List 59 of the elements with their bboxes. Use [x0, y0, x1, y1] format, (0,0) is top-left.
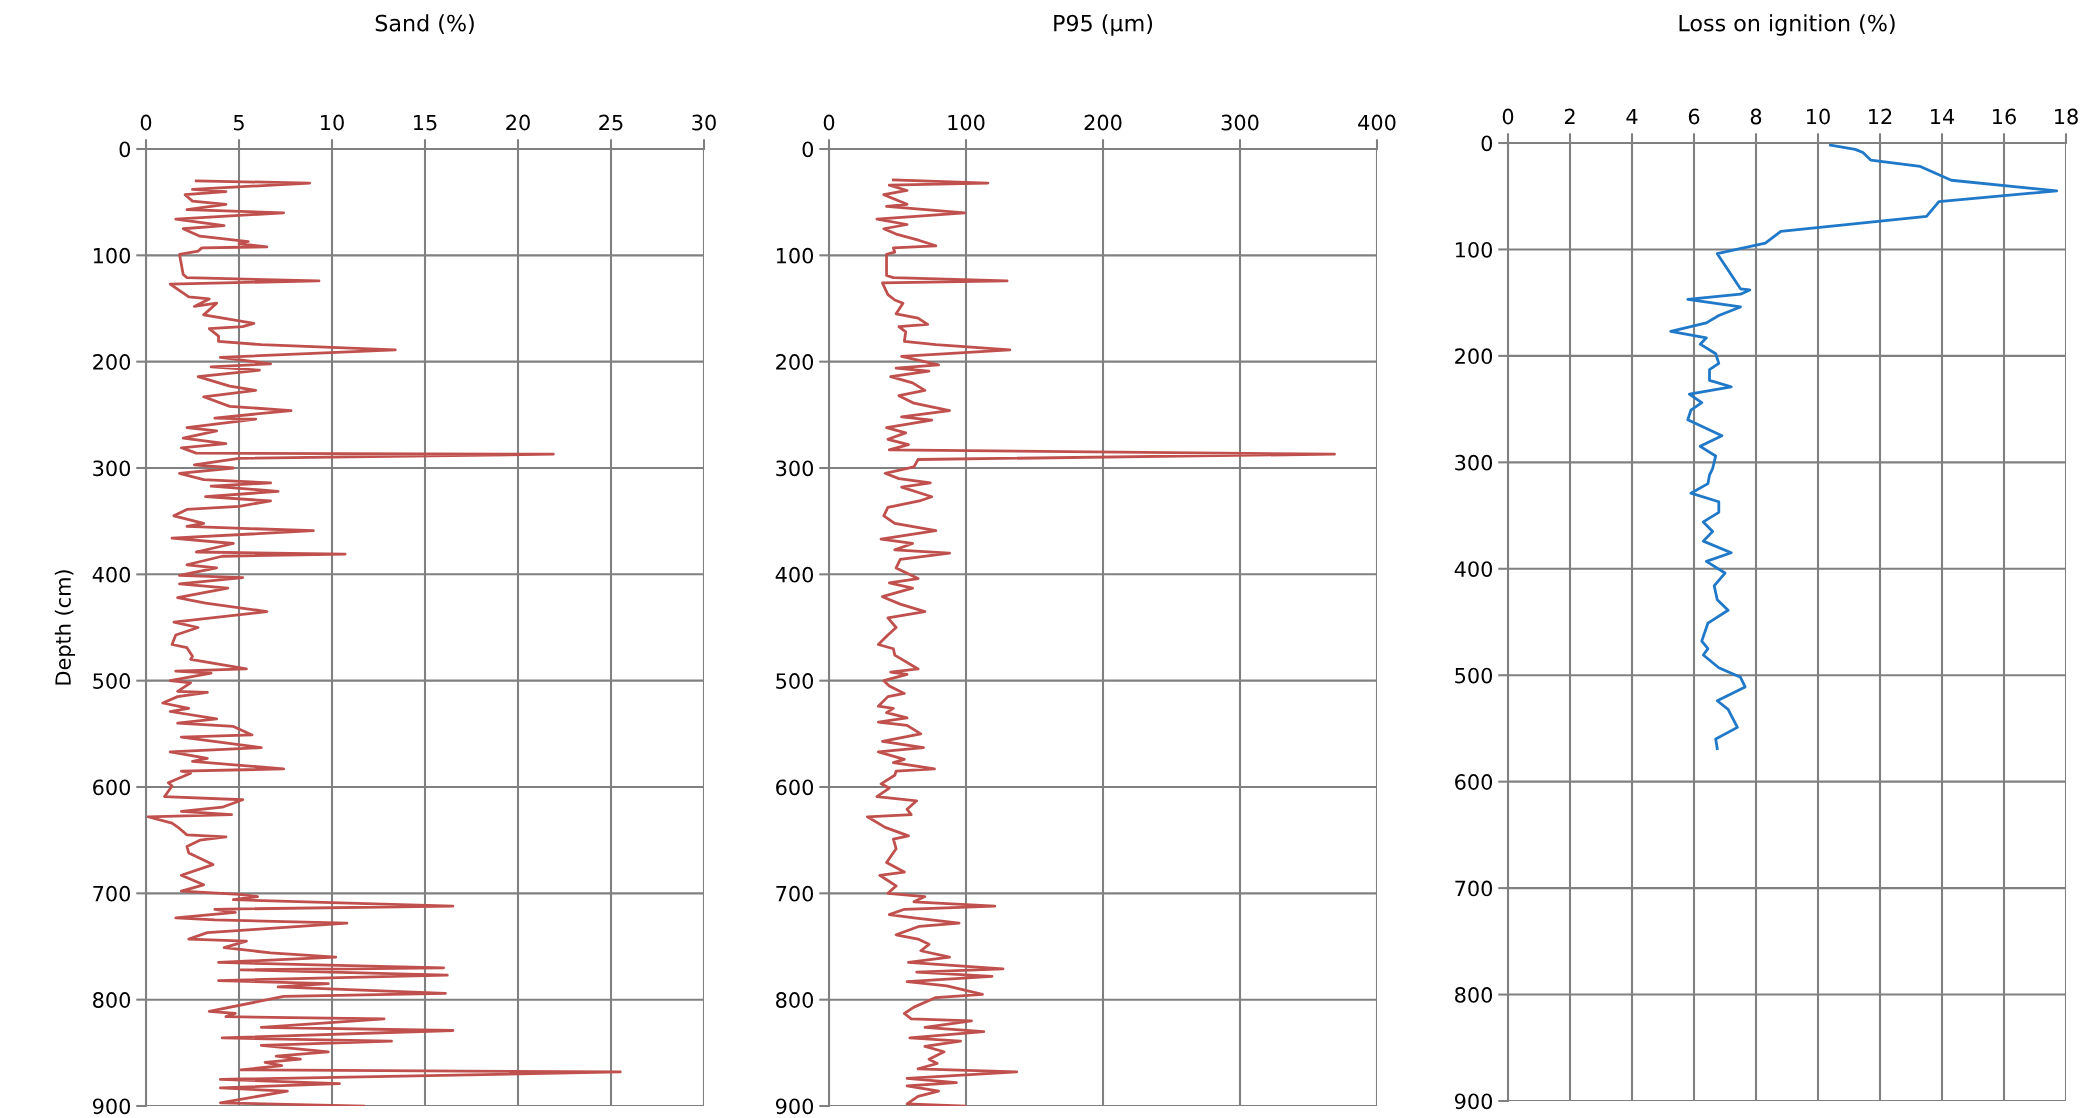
y-tick-label: 500	[776, 673, 814, 689]
y-tick-label: 400	[1454, 561, 1493, 577]
x-tick-label: 300	[1221, 114, 1259, 131]
x-tick-label: 18	[2055, 108, 2078, 125]
x-tick-label: 400	[1358, 114, 1396, 131]
y-tick-label: 0	[1481, 135, 1493, 152]
line-series	[865, 178, 1336, 1106]
x-tick-label: 200	[1084, 114, 1122, 131]
y-tick-label: 300	[776, 460, 814, 477]
y-axis-title: Depth (cm)	[54, 570, 75, 685]
y-tick-label: 400	[92, 566, 131, 583]
y-tick-label: 200	[1455, 348, 1493, 365]
line-series	[146, 179, 622, 1106]
y-tick-label: 100	[93, 247, 131, 264]
y-tick-label: 100	[776, 247, 814, 264]
y-tick-label: 200	[93, 354, 131, 370]
y-tick-label: 700	[1455, 880, 1493, 897]
x-tick-label: 15	[414, 114, 437, 131]
y-tick-label: 0	[119, 141, 131, 158]
x-tick-label: 2	[1564, 108, 1575, 125]
x-tick-label: 25	[599, 114, 623, 131]
x-tick-label: 8	[1750, 108, 1762, 125]
y-tick-label: 900	[1454, 1093, 1493, 1110]
y-tick-label: 800	[776, 992, 814, 1008]
y-tick-label: 700	[93, 885, 131, 902]
y-tick-label: 200	[776, 354, 814, 370]
y-tick-label: 600	[776, 779, 814, 796]
y-tick-label: 500	[93, 673, 131, 689]
x-tick-label: 0	[1502, 108, 1514, 125]
x-tick-label: 20	[506, 114, 530, 131]
y-tick-label: 800	[93, 992, 131, 1008]
y-tick-label: 800	[1455, 987, 1493, 1003]
y-tick-label: 300	[93, 460, 131, 477]
y-tick-label: 900	[775, 1098, 814, 1115]
x-tick-label: 4	[1626, 108, 1638, 125]
x-tick-label: 6	[1688, 108, 1700, 125]
chart-title: Loss on ignition (%)	[1679, 14, 1895, 36]
y-tick-label: 500	[1455, 667, 1493, 684]
x-tick-label: 14	[1931, 108, 1955, 125]
chart-title: P95 (µm)	[1054, 14, 1153, 36]
x-tick-label: 100	[948, 114, 985, 131]
x-tick-label: 5	[233, 114, 244, 131]
x-tick-label: 16	[1993, 108, 2016, 125]
x-tick-label: 0	[140, 114, 152, 131]
y-tick-label: 900	[92, 1098, 131, 1115]
x-tick-label: 12	[1869, 108, 1892, 125]
y-tick-label: 300	[1455, 454, 1493, 471]
line-series	[1669, 143, 2059, 751]
x-tick-label: 10	[321, 114, 344, 131]
x-tick-label: 0	[823, 114, 835, 131]
y-tick-label: 100	[1455, 241, 1493, 258]
chart-title: Sand (%)	[375, 14, 474, 35]
y-tick-label: 700	[776, 885, 814, 902]
x-tick-label: 10	[1807, 108, 1830, 125]
y-tick-label: 400	[775, 566, 814, 583]
y-tick-label: 0	[802, 141, 814, 158]
y-tick-label: 600	[1455, 774, 1493, 790]
x-tick-label: 30	[692, 114, 716, 131]
y-tick-label: 600	[93, 779, 131, 796]
